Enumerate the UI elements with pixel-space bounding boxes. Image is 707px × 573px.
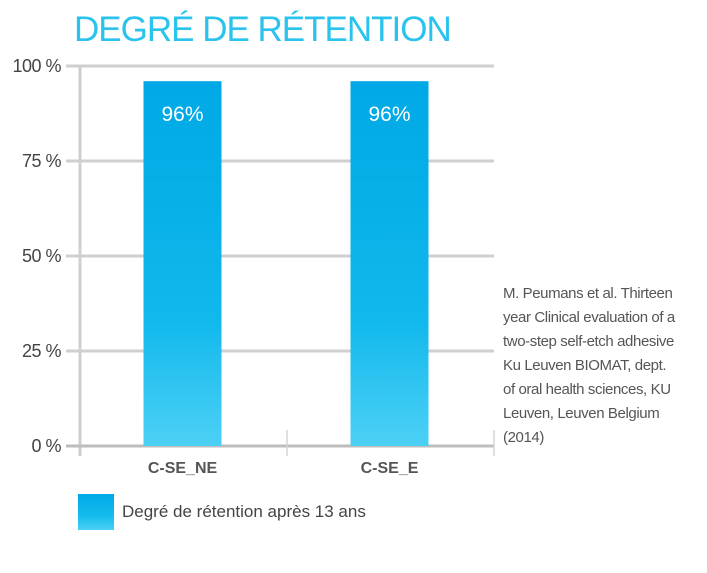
data-label: 96%	[368, 103, 410, 126]
source-line: Ku Leuven BIOMAT, dept.	[503, 357, 667, 374]
bar	[350, 81, 429, 446]
y-tick-label: 0 %	[31, 436, 61, 456]
y-tick-label: 75 %	[22, 151, 62, 171]
y-tick-label: 50 %	[22, 246, 62, 266]
x-tick-label: C-SE_NE	[148, 460, 218, 477]
source-line: of oral health sciences, KU	[503, 381, 671, 398]
source-citation: M. Peumans et al. Thirteen year Clinical…	[503, 282, 703, 450]
source-line: two-step self-etch adhesive	[503, 333, 674, 350]
y-tick-label: 25 %	[22, 341, 62, 361]
data-label: 96%	[161, 103, 203, 126]
source-line: year Clinical evaluation of a	[503, 309, 675, 326]
source-line: M. Peumans et al. Thirteen	[503, 285, 673, 302]
legend-swatch	[78, 494, 114, 530]
chart-legend: Degré de rétention après 13 ans	[78, 494, 366, 530]
legend-label: Degré de rétention après 13 ans	[122, 502, 366, 521]
y-tick-label: 100 %	[12, 56, 61, 76]
bar	[143, 81, 222, 446]
source-line: Leuven, Leuven Belgium	[503, 405, 660, 422]
x-tick-label: C-SE_E	[361, 460, 419, 477]
chart-title: DEGRÉ DE RÉTENTION	[74, 10, 452, 49]
source-line: (2014)	[503, 429, 544, 446]
